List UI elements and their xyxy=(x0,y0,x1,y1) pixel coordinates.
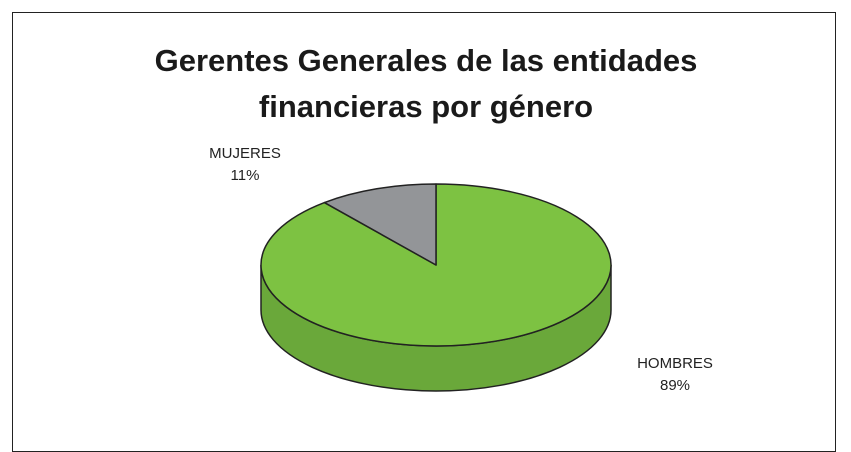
slice-label: MUJERES xyxy=(209,145,281,162)
slice-value-label: 11% xyxy=(231,167,260,184)
chart: Gerentes Generales de las entidades fina… xyxy=(12,12,836,452)
slice xyxy=(323,183,437,266)
slice-label: HOMBRES xyxy=(637,355,713,372)
chart-title: Gerentes Generales de las entidades fina… xyxy=(154,43,698,124)
slice-value-label: 89% xyxy=(660,377,690,394)
pie-area: HOMBRES 89% MUJERES 11% xyxy=(209,145,713,394)
